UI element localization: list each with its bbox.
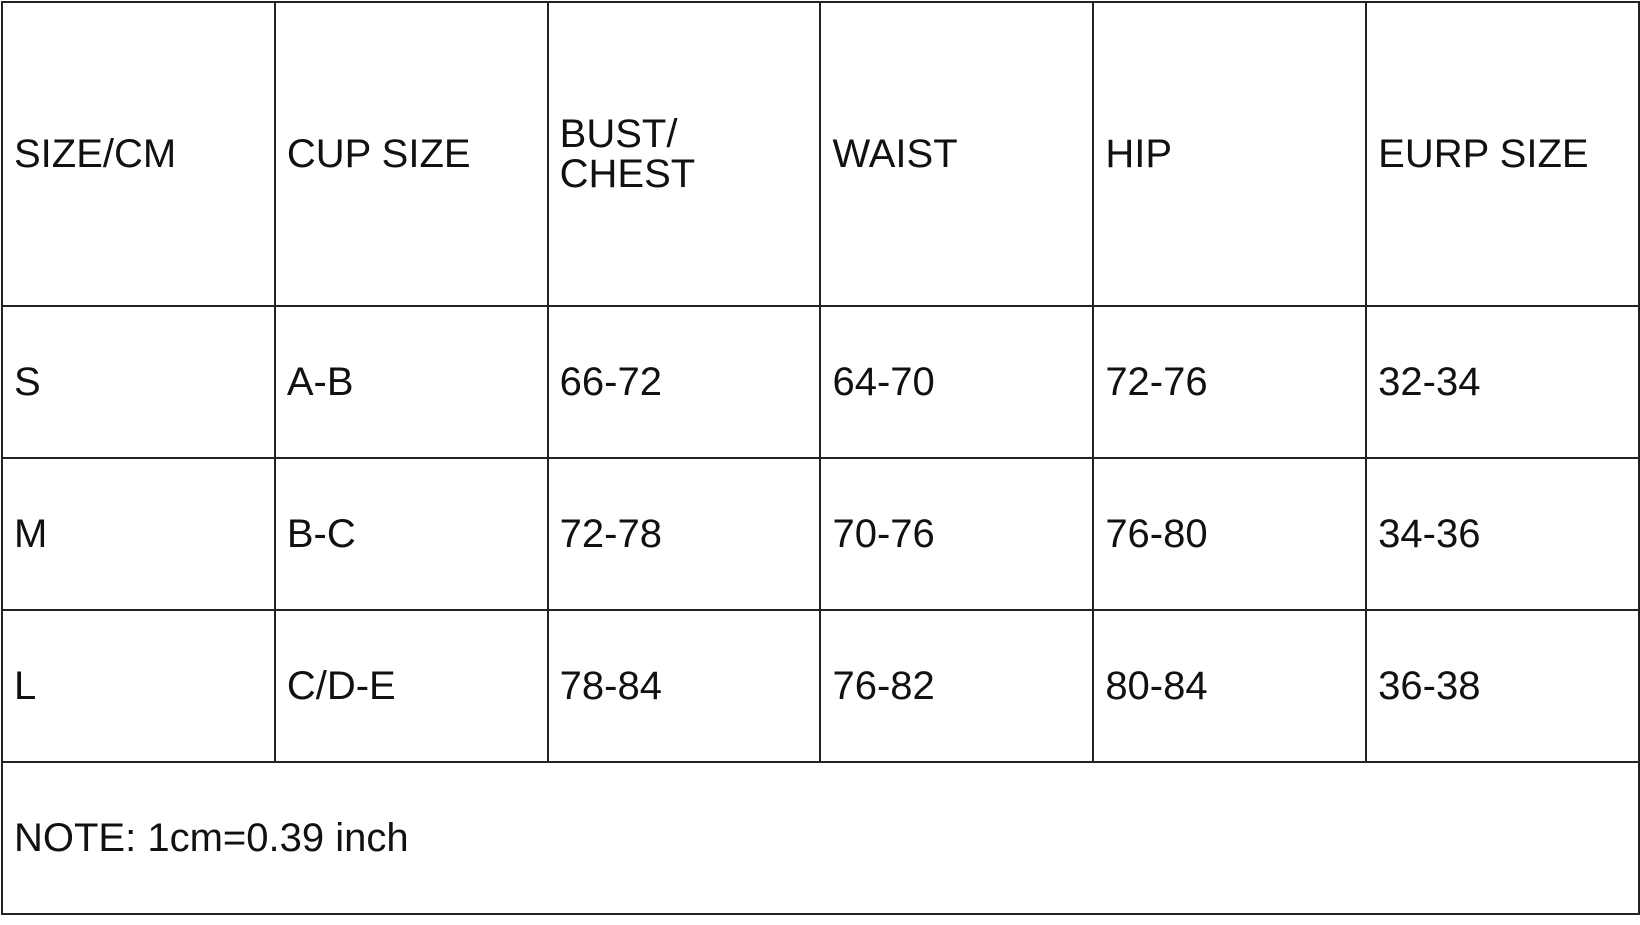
header-bust-chest: BUST/ CHEST bbox=[546, 1, 822, 307]
cell: B-C bbox=[273, 457, 549, 611]
cell: 78-84 bbox=[546, 609, 822, 763]
header-eurp-size: EURP SIZE bbox=[1365, 1, 1640, 307]
cell: 34-36 bbox=[1365, 457, 1640, 611]
table-row: L C/D-E 78-84 76-82 80-84 36-38 bbox=[1, 609, 1640, 763]
cell: A-B bbox=[273, 305, 549, 459]
cell: 70-76 bbox=[819, 457, 1095, 611]
table-row: S A-B 66-72 64-70 72-76 32-34 bbox=[1, 305, 1640, 459]
cell: M bbox=[1, 457, 276, 611]
cell: 76-80 bbox=[1092, 457, 1368, 611]
header-hip: HIP bbox=[1092, 1, 1368, 307]
note-text: NOTE: 1cm=0.39 inch bbox=[1, 761, 1640, 915]
table-row: M B-C 72-78 70-76 76-80 34-36 bbox=[1, 457, 1640, 611]
cell: L bbox=[1, 609, 276, 763]
cell: S bbox=[1, 305, 276, 459]
cell: 64-70 bbox=[819, 305, 1095, 459]
cell: 72-76 bbox=[1092, 305, 1368, 459]
cell: 72-78 bbox=[546, 457, 822, 611]
cell: 76-82 bbox=[819, 609, 1095, 763]
header-waist: WAIST bbox=[819, 1, 1095, 307]
header-size: SIZE/CM bbox=[1, 1, 276, 307]
cell: 36-38 bbox=[1365, 609, 1640, 763]
header-cup-size: CUP SIZE bbox=[273, 1, 549, 307]
cell: C/D-E bbox=[273, 609, 549, 763]
note-row: NOTE: 1cm=0.39 inch bbox=[1, 761, 1640, 915]
cell: 66-72 bbox=[546, 305, 822, 459]
cell: 80-84 bbox=[1092, 609, 1368, 763]
cell: 32-34 bbox=[1365, 305, 1640, 459]
header-row: SIZE/CM CUP SIZE BUST/ CHEST WAIST HIP E… bbox=[1, 1, 1640, 307]
